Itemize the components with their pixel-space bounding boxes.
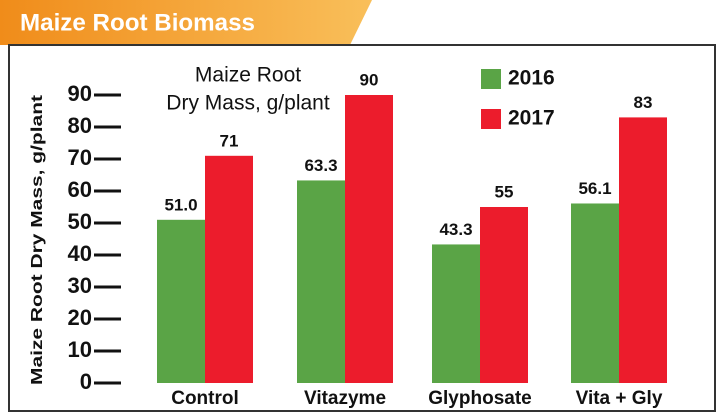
x-tick-label: Control — [171, 388, 239, 409]
legend-label: 2017 — [508, 107, 555, 130]
annotation: Dry Mass, g/plant — [166, 92, 330, 115]
data-label: 83 — [634, 93, 653, 112]
bar — [432, 244, 480, 383]
x-tick-label: Vita + Gly — [576, 388, 663, 409]
bar — [480, 207, 528, 383]
legend-label: 2016 — [508, 67, 555, 90]
data-label: 90 — [360, 70, 379, 89]
chart-title: Maize Root Biomass — [20, 9, 255, 36]
x-tick-label: Vitazyme — [304, 388, 386, 409]
bar — [157, 219, 205, 383]
y-tick-label: 20 — [68, 305, 92, 330]
data-label: 51.0 — [164, 195, 197, 214]
bar — [619, 117, 667, 384]
header-tab — [0, 0, 372, 45]
y-tick-label: 50 — [68, 209, 92, 234]
data-label: 43.3 — [439, 220, 472, 239]
y-tick-label: 70 — [68, 145, 92, 170]
y-tick-label: 80 — [68, 113, 92, 138]
legend-swatch — [481, 109, 501, 129]
data-label: 71 — [220, 131, 239, 150]
y-tick-label: 60 — [68, 177, 92, 202]
data-label: 56.1 — [578, 179, 611, 198]
bar — [345, 95, 393, 383]
frame — [8, 44, 716, 412]
bar — [297, 180, 345, 383]
y-tick-label: 90 — [68, 81, 92, 106]
x-tick-label: Glyphosate — [428, 388, 531, 409]
data-label: 63.3 — [304, 156, 337, 175]
annotation: Maize Root — [195, 64, 301, 87]
bar — [205, 155, 253, 383]
legend-swatch — [481, 69, 501, 89]
y-tick-label: 30 — [68, 273, 92, 298]
y-tick-label: 40 — [68, 241, 92, 266]
y-tick-label: 10 — [68, 337, 92, 362]
y-axis-label: Maize Root Dry Mass, g/plant — [29, 94, 46, 385]
bar — [571, 203, 619, 383]
y-tick-label: 0 — [80, 369, 92, 394]
data-label: 55 — [495, 182, 514, 201]
